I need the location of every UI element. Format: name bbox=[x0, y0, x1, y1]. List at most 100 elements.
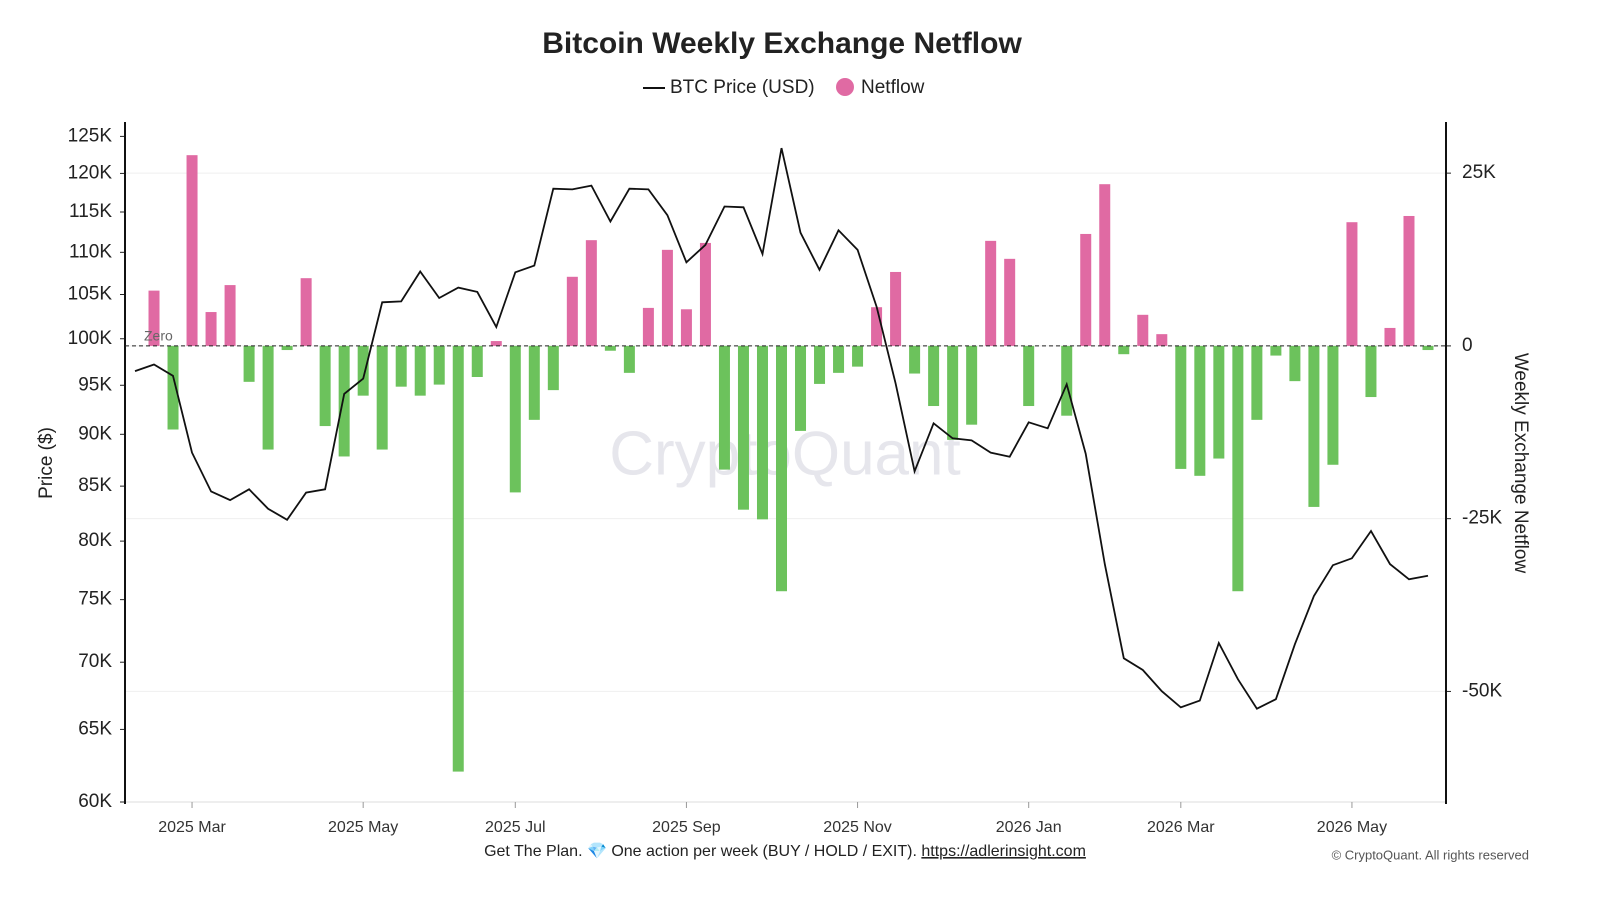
y-tick-label: 120K bbox=[68, 162, 113, 183]
bar bbox=[737, 345, 749, 510]
bar bbox=[1327, 345, 1339, 465]
bar bbox=[795, 345, 807, 431]
x-tick-label: 2025 Mar bbox=[158, 819, 226, 836]
bar bbox=[471, 345, 483, 377]
bar bbox=[1232, 345, 1244, 592]
bar bbox=[776, 345, 787, 592]
y2-tick-label: 0 bbox=[1462, 335, 1473, 356]
bar bbox=[1365, 345, 1377, 398]
bar bbox=[1422, 345, 1434, 351]
y-tick-label: 90K bbox=[78, 423, 112, 444]
bar bbox=[224, 285, 236, 346]
bar bbox=[890, 271, 902, 346]
bar bbox=[376, 345, 388, 450]
bar bbox=[490, 341, 502, 346]
bar bbox=[1099, 184, 1111, 346]
bar bbox=[1194, 345, 1206, 476]
bar bbox=[1213, 345, 1225, 459]
y-tick-label: 100K bbox=[68, 328, 113, 349]
bar bbox=[833, 345, 845, 373]
y-axis-label: Price ($) bbox=[36, 427, 57, 499]
bar bbox=[699, 242, 711, 346]
bar bbox=[243, 345, 255, 382]
bar bbox=[1061, 345, 1073, 416]
bar bbox=[680, 309, 692, 346]
bar bbox=[547, 345, 559, 391]
x-tick-label: 2025 May bbox=[328, 819, 398, 836]
y-tick-label: 125K bbox=[68, 125, 113, 146]
x-tick-label: 2025 Jul bbox=[485, 819, 546, 836]
bar bbox=[718, 345, 730, 470]
bar bbox=[1175, 345, 1187, 469]
bar bbox=[1137, 314, 1149, 346]
bar bbox=[357, 345, 369, 396]
bar bbox=[871, 307, 883, 346]
legend-dot bbox=[836, 78, 854, 96]
bar bbox=[1023, 345, 1035, 407]
bar bbox=[756, 345, 768, 520]
bar bbox=[319, 345, 331, 427]
bar bbox=[528, 345, 540, 420]
bar bbox=[985, 240, 997, 346]
bar bbox=[281, 345, 293, 351]
legend-label: BTC Price (USD) bbox=[670, 77, 815, 98]
bar bbox=[1080, 233, 1092, 346]
price-line bbox=[134, 147, 1429, 710]
bar bbox=[852, 345, 864, 367]
bar bbox=[1270, 345, 1282, 356]
y-tick-label: 70K bbox=[78, 651, 112, 672]
bar bbox=[452, 345, 464, 772]
y-tick-label: 105K bbox=[68, 284, 113, 305]
y-tick-label: 95K bbox=[78, 374, 112, 395]
bar bbox=[433, 345, 445, 385]
bar bbox=[947, 345, 959, 440]
y-tick-label: 80K bbox=[78, 530, 112, 551]
y-tick-label: 110K bbox=[69, 241, 112, 262]
footer-link[interactable]: https://adlerinsight.com bbox=[921, 843, 1086, 860]
bar bbox=[414, 345, 426, 396]
y-tick-label: 60K bbox=[78, 791, 112, 812]
bar bbox=[338, 345, 350, 457]
bar bbox=[205, 312, 217, 346]
y-tick-label: 115K bbox=[69, 201, 112, 222]
footer: Get The Plan. 💎 One action per week (BUY… bbox=[484, 842, 1086, 860]
bar bbox=[167, 345, 179, 430]
x-tick-label: 2026 Mar bbox=[1147, 819, 1215, 836]
bar bbox=[909, 345, 921, 374]
y2-tick-label: -25K bbox=[1462, 508, 1502, 529]
bar bbox=[1403, 215, 1415, 346]
x-tick-label: 2026 May bbox=[1317, 819, 1387, 836]
bar bbox=[661, 249, 673, 346]
y2-tick-label: -50K bbox=[1462, 680, 1502, 701]
y2-tick-label: 25K bbox=[1462, 162, 1496, 183]
bar bbox=[1346, 222, 1358, 346]
bar bbox=[1004, 258, 1016, 346]
y2-axis-label: Weekly Exchange Netflow bbox=[1510, 353, 1531, 574]
bar bbox=[1251, 345, 1263, 420]
bar bbox=[395, 345, 407, 387]
bar bbox=[1118, 345, 1130, 355]
y-tick-label: 75K bbox=[78, 589, 112, 610]
bar bbox=[566, 276, 578, 346]
y-tick-label: 65K bbox=[78, 718, 112, 739]
x-tick-label: 2025 Nov bbox=[823, 819, 892, 836]
bar bbox=[1384, 327, 1396, 346]
x-tick-label: 2026 Jan bbox=[996, 819, 1062, 836]
bar bbox=[262, 345, 274, 450]
bar bbox=[1289, 345, 1301, 382]
bar bbox=[642, 307, 654, 346]
bar bbox=[148, 290, 160, 346]
bar bbox=[966, 345, 978, 425]
bar bbox=[585, 240, 597, 346]
bar bbox=[623, 345, 635, 373]
bar bbox=[1156, 334, 1168, 346]
bar bbox=[604, 345, 616, 351]
bar bbox=[1308, 345, 1320, 507]
bar bbox=[928, 345, 940, 407]
footer-text: Get The Plan. 💎 One action per week (BUY… bbox=[484, 842, 917, 860]
zero-label: Zero bbox=[144, 328, 173, 344]
copyright: © CryptoQuant. All rights reserved bbox=[1332, 847, 1529, 862]
bar bbox=[814, 345, 826, 384]
chart-title: Bitcoin Weekly Exchange Netflow bbox=[542, 27, 1022, 60]
